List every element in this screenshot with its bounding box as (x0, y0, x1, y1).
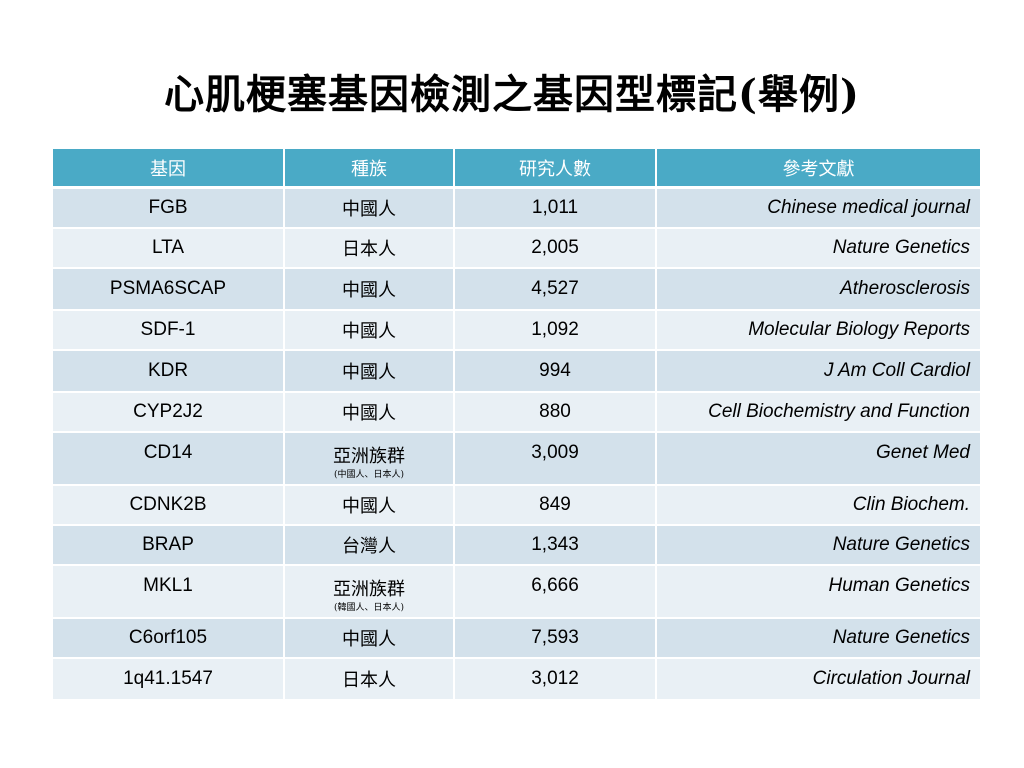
cell-ethnicity: 中國人 (284, 267, 455, 311)
table-row: MKL1 亞洲族群 (韓國人、日本人) 6,666 Human Genetics (53, 564, 980, 619)
table-row: CD14 亞洲族群 (中國人、日本人) 3,009 Genet Med (53, 431, 980, 486)
cell-ethnicity: 亞洲族群 (中國人、日本人) (284, 431, 455, 486)
cell-gene: CD14 (53, 431, 285, 486)
ethnicity-label: 中國人 (342, 628, 396, 650)
cell-ethnicity: 中國人 (284, 391, 455, 433)
cell-sample-size: 7,593 (454, 617, 657, 659)
cell-ethnicity: 中國人 (284, 187, 455, 229)
ethnicity-label: 中國人 (342, 402, 396, 424)
table-row: BRAP 台灣人 1,343 Nature Genetics (53, 524, 980, 566)
ethnicity-label: 台灣人 (342, 535, 396, 557)
table-row: CDNK2B 中國人 849 Clin Biochem. (53, 484, 980, 526)
ethnicity-label: 中國人 (342, 320, 396, 342)
cell-gene: BRAP (53, 524, 285, 566)
cell-ethnicity: 中國人 (284, 617, 455, 659)
ethnicity-label: 亞洲族群 (333, 445, 405, 467)
header-ethnicity: 種族 (284, 149, 455, 189)
cell-gene: PSMA6SCAP (53, 267, 285, 311)
cell-gene: CYP2J2 (53, 391, 285, 433)
table-row: KDR 中國人 994 J Am Coll Cardiol (53, 349, 980, 393)
cell-sample-size: 2,005 (454, 227, 657, 269)
cell-ethnicity: 中國人 (284, 309, 455, 351)
table-body: FGB 中國人 1,011 Chinese medical journal LTA 日本人… (53, 187, 980, 701)
cell-gene: FGB (53, 187, 285, 229)
cell-sample-size: 849 (454, 484, 657, 526)
cell-ethnicity: 亞洲族群 (韓國人、日本人) (284, 564, 455, 619)
ethnicity-label: 亞洲族群 (333, 578, 405, 600)
cell-ethnicity: 日本人 (284, 657, 455, 701)
cell-gene: CDNK2B (53, 484, 285, 526)
cell-gene: SDF-1 (53, 309, 285, 351)
cell-sample-size: 994 (454, 349, 657, 393)
table-row: LTA 日本人 2,005 Nature Genetics (53, 227, 980, 269)
cell-sample-size: 1,011 (454, 187, 657, 229)
cell-reference: Human Genetics (656, 564, 980, 619)
table-row: C6orf105 中國人 7,593 Nature Genetics (53, 617, 980, 659)
header-gene: 基因 (53, 149, 285, 189)
cell-ethnicity: 台灣人 (284, 524, 455, 566)
cell-gene: C6orf105 (53, 617, 285, 659)
header-reference: 參考文獻 (656, 149, 980, 189)
cell-reference: Nature Genetics (656, 617, 980, 659)
cell-ethnicity: 中國人 (284, 484, 455, 526)
cell-gene: LTA (53, 227, 285, 269)
cell-ethnicity: 日本人 (284, 227, 455, 269)
cell-sample-size: 3,009 (454, 431, 657, 486)
ethnicity-label: 日本人 (342, 669, 396, 691)
ethnicity-subgroups: (韓國人、日本人) (333, 602, 405, 613)
cell-reference: Clin Biochem. (656, 484, 980, 526)
cell-gene: 1q41.1547 (53, 657, 285, 701)
ethnicity-label: 中國人 (342, 279, 396, 301)
table-row: 1q41.1547 日本人 3,012 Circulation Journal (53, 657, 980, 701)
cell-reference: Nature Genetics (656, 524, 980, 566)
cell-reference: Circulation Journal (656, 657, 980, 701)
cell-reference: Chinese medical journal (656, 187, 980, 229)
header-sample-size: 研究人數 (454, 149, 657, 189)
cell-reference: J Am Coll Cardiol (656, 349, 980, 393)
cell-sample-size: 6,666 (454, 564, 657, 619)
cell-gene: MKL1 (53, 564, 285, 619)
cell-sample-size: 4,527 (454, 267, 657, 311)
cell-sample-size: 1,092 (454, 309, 657, 351)
cell-gene: KDR (53, 349, 285, 393)
cell-reference: Genet Med (656, 431, 980, 486)
table-row: CYP2J2 中國人 880 Cell Biochemistry and Functi… (53, 391, 980, 433)
cell-reference: Molecular Biology Reports (656, 309, 980, 351)
ethnicity-label: 中國人 (342, 361, 396, 383)
cell-reference: Nature Genetics (656, 227, 980, 269)
cell-ethnicity: 中國人 (284, 349, 455, 393)
slide-title: 心肌梗塞基因檢測之基因型標記(舉例) (164, 71, 860, 118)
table-row: PSMA6SCAP 中國人 4,527 Atherosclerosis (53, 267, 980, 311)
ethnicity-label: 日本人 (342, 238, 396, 260)
ethnicity-label: 中國人 (342, 198, 396, 220)
ethnicity-subgroups: (中國人、日本人) (333, 469, 405, 480)
cell-sample-size: 1,343 (454, 524, 657, 566)
ethnicity-label: 中國人 (342, 495, 396, 517)
table-header-row: 基因 種族 研究人數 參考文獻 (53, 149, 980, 189)
table-row: SDF-1 中國人 1,092 Molecular Biology Reports (53, 309, 980, 351)
cell-reference: Atherosclerosis (656, 267, 980, 311)
gene-marker-table: 基因 種族 研究人數 參考文獻 FGB 中國人 1,011 Chinese medic… (53, 149, 980, 701)
cell-sample-size: 880 (454, 391, 657, 433)
table-row: FGB 中國人 1,011 Chinese medical journal (53, 187, 980, 229)
cell-sample-size: 3,012 (454, 657, 657, 701)
cell-reference: Cell Biochemistry and Function (656, 391, 980, 433)
